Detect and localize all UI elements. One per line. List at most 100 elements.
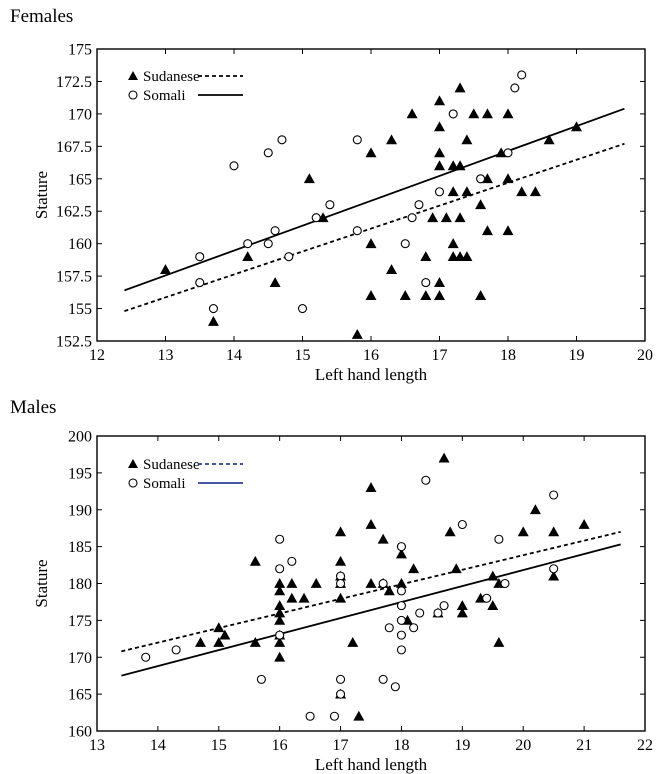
females-panel-title: Females — [10, 6, 74, 27]
females-somali-point — [325, 200, 335, 210]
males-sudanese-point — [335, 526, 347, 537]
females-sudanese-point — [420, 251, 432, 262]
females-y-tick-label: 152.5 — [56, 334, 92, 351]
females-x-tick-label: 14 — [226, 347, 242, 364]
females-sudanese-point — [434, 160, 445, 171]
females-x-tick-label: 17 — [432, 347, 448, 364]
females-sudanese-point — [434, 277, 445, 287]
males-legend-somali-label: Somali — [143, 476, 186, 492]
females-legend-somali-marker — [128, 90, 138, 100]
females-sudanese-point — [160, 264, 171, 275]
males-y-tick-label: 185 — [68, 539, 92, 556]
females-legend-sudanese-label: Sudanese — [143, 69, 200, 85]
females-chart: 12 13 14 15 16 17 18 19 20 152.5 155 157.5 160 162.5 1… — [32, 42, 653, 385]
males-somali-point — [421, 475, 431, 485]
males-y-tick-label: 200 — [68, 429, 92, 446]
males-somali-point — [457, 519, 467, 530]
males-legend-somali-marker — [128, 478, 138, 488]
females-y-tick-label: 172.5 — [56, 74, 92, 91]
males-sudanese-point — [578, 519, 590, 529]
males-sudanese-point — [274, 578, 286, 588]
females-somali-point — [434, 187, 445, 197]
males-sudanese-point — [274, 585, 286, 596]
females-sudanese-point — [365, 238, 377, 249]
males-sudanese-point — [286, 578, 298, 588]
males-somali-point — [275, 534, 285, 544]
males-x-tick-label: 20 — [515, 737, 531, 754]
males-sudanese-point — [335, 555, 347, 566]
males-somali-point — [378, 578, 388, 589]
males-somali-point — [329, 711, 340, 721]
males-sudanese-point — [347, 637, 359, 647]
females-sudanese-point — [434, 290, 445, 300]
males-sudanese-point — [408, 563, 420, 574]
males-somali-fit-line — [121, 543, 621, 677]
males-sudanese-point — [219, 629, 231, 640]
males-somali-point — [378, 674, 388, 684]
females-sudanese-point — [351, 329, 363, 339]
females-sudanese-point — [461, 186, 473, 197]
females-legend-somali-label: Somali — [143, 88, 186, 104]
females-sudanese-point — [399, 290, 411, 300]
males-somali-point — [336, 689, 346, 699]
males-somali-point — [141, 652, 151, 662]
females-somali-point — [407, 213, 417, 223]
females-sudanese-point — [386, 264, 398, 275]
males-somali-point — [500, 578, 510, 589]
males-somali-point — [336, 571, 346, 581]
females-sudanese-point — [454, 212, 466, 223]
females-sudanese-point — [481, 108, 493, 119]
males-sudanese-point — [249, 637, 261, 647]
males-sudanese-point — [286, 592, 298, 603]
males-sudanese-point — [438, 452, 450, 463]
females-somali-point — [195, 278, 205, 288]
males-somali-point — [336, 578, 346, 589]
males-x-tick-label: 19 — [454, 737, 470, 754]
males-x-tick-label: 22 — [637, 737, 653, 754]
males-sudanese-point — [377, 533, 389, 544]
females-somali-point — [448, 109, 458, 119]
males-somali-point — [396, 645, 406, 655]
males-sudanese-point — [487, 600, 499, 611]
males-somali-point — [384, 623, 394, 633]
females-somali-point — [517, 70, 527, 80]
females-x-tick-label: 15 — [295, 347, 311, 364]
males-y-tick-label: 170 — [68, 650, 92, 667]
females-somali-point — [503, 148, 513, 158]
females-somali-point — [263, 148, 273, 158]
females-sudanese-point — [427, 212, 439, 223]
males-sudanese-point — [365, 482, 377, 493]
females-somali-point — [421, 278, 431, 288]
males-somali-point — [275, 564, 285, 574]
females-sudanese-point — [461, 134, 473, 145]
females-sudanese-point — [434, 121, 445, 132]
males-y-tick-label: 190 — [68, 502, 92, 519]
males-x-axis-label: Left hand length — [315, 755, 428, 774]
females-y-tick-label: 170 — [68, 106, 92, 123]
males-sudanese-point — [249, 555, 261, 566]
females-somali-point — [243, 239, 253, 249]
males-sudanese-point — [529, 504, 541, 515]
males-panel-title: Males — [10, 397, 57, 418]
males-somali-point — [396, 601, 406, 611]
males-y-axis-label: Stature — [32, 559, 51, 607]
females-somali-point — [414, 200, 424, 210]
males-sudanese-point — [310, 578, 322, 588]
females-sudanese-point — [420, 290, 432, 300]
females-sudanese-fit-line — [124, 142, 625, 313]
males-somali-point — [409, 623, 419, 633]
males-somali-point — [305, 711, 315, 721]
males-x-tick-label: 17 — [333, 737, 349, 754]
females-sudanese-point — [502, 108, 514, 119]
males-sudanese-fit-line — [121, 530, 621, 653]
males-x-tick-label: 21 — [576, 737, 592, 754]
females-sudanese-point — [502, 225, 514, 236]
males-sudanese-point — [456, 600, 468, 611]
males-chart: 13 14 15 16 17 18 19 20 21 22 160 165 170 175 180 185 19… — [32, 429, 653, 774]
females-sudanese-point — [454, 82, 466, 93]
females-sudanese-point — [529, 186, 541, 197]
males-sudanese-point — [450, 563, 462, 574]
females-sudanese-point — [481, 225, 493, 236]
females-sudanese-point — [434, 95, 445, 106]
males-somali-point — [396, 542, 406, 552]
